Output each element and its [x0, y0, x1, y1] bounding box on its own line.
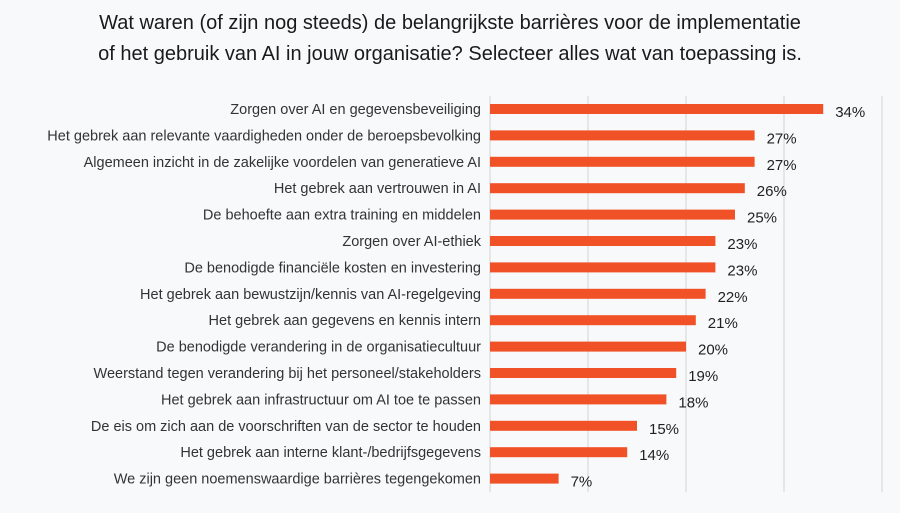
bar — [490, 420, 637, 431]
category-label: De benodigde verandering in de organisat… — [156, 340, 481, 356]
value-label: 18% — [678, 394, 708, 411]
value-label: 15% — [649, 421, 679, 438]
category-label: De behoefte aan extra training en middel… — [203, 208, 481, 224]
value-label: 14% — [639, 447, 669, 464]
chart-title: Wat waren (of zijn nog steeds) de belang… — [0, 8, 900, 70]
category-label: Weerstand tegen verandering bij het pers… — [94, 366, 481, 382]
bar — [490, 209, 735, 220]
bar — [490, 288, 706, 299]
value-label: 27% — [767, 130, 797, 147]
category-label: Algemeen inzicht in de zakelijke voordel… — [84, 155, 481, 171]
value-label: 27% — [767, 157, 797, 174]
bar — [490, 130, 755, 141]
category-label: Het gebrek aan vertrouwen in AI — [274, 181, 481, 197]
value-label: 23% — [727, 262, 757, 279]
category-label: We zijn geen noemenswaardige barrières t… — [114, 472, 481, 488]
category-label: Het gebrek aan gegevens en kennis intern — [209, 313, 481, 329]
value-label: 22% — [718, 289, 748, 306]
category-label: De benodigde financiële kosten en invest… — [184, 260, 481, 276]
value-label: 19% — [688, 368, 718, 385]
bar — [490, 315, 696, 326]
bar — [490, 394, 667, 405]
bar — [490, 104, 824, 114]
value-label: 25% — [747, 210, 777, 227]
bar — [490, 473, 559, 484]
value-label: 26% — [757, 183, 787, 200]
bar — [490, 156, 755, 167]
bar — [490, 341, 686, 352]
value-label: 7% — [571, 474, 593, 491]
bar — [490, 183, 745, 194]
bar — [490, 447, 628, 458]
value-label: 21% — [708, 315, 738, 332]
category-label: Het gebrek aan bewustzijn/kennis van AI-… — [140, 287, 481, 303]
chart-title-line-2: of het gebruik van AI in jouw organisati… — [98, 43, 802, 65]
value-label: 20% — [698, 342, 728, 359]
category-label: De eis om zich aan de voorschriften van … — [91, 419, 481, 435]
category-label: Het gebrek aan interne klant-/bedrijfsge… — [180, 445, 481, 461]
category-label: Zorgen over AI en gegevensbeveiliging — [230, 102, 481, 118]
category-label: Het gebrek aan relevante vaardigheden on… — [47, 128, 481, 144]
bar — [490, 262, 716, 273]
bar — [490, 236, 716, 246]
chart-title-line-1: Wat waren (of zijn nog steeds) de belang… — [99, 12, 801, 34]
category-label: Het gebrek aan infrastructuur om AI toe … — [161, 392, 481, 408]
bar — [490, 368, 677, 378]
value-label: 23% — [727, 236, 757, 253]
category-label: Zorgen over AI-ethiek — [342, 234, 481, 250]
value-label: 34% — [835, 104, 865, 121]
